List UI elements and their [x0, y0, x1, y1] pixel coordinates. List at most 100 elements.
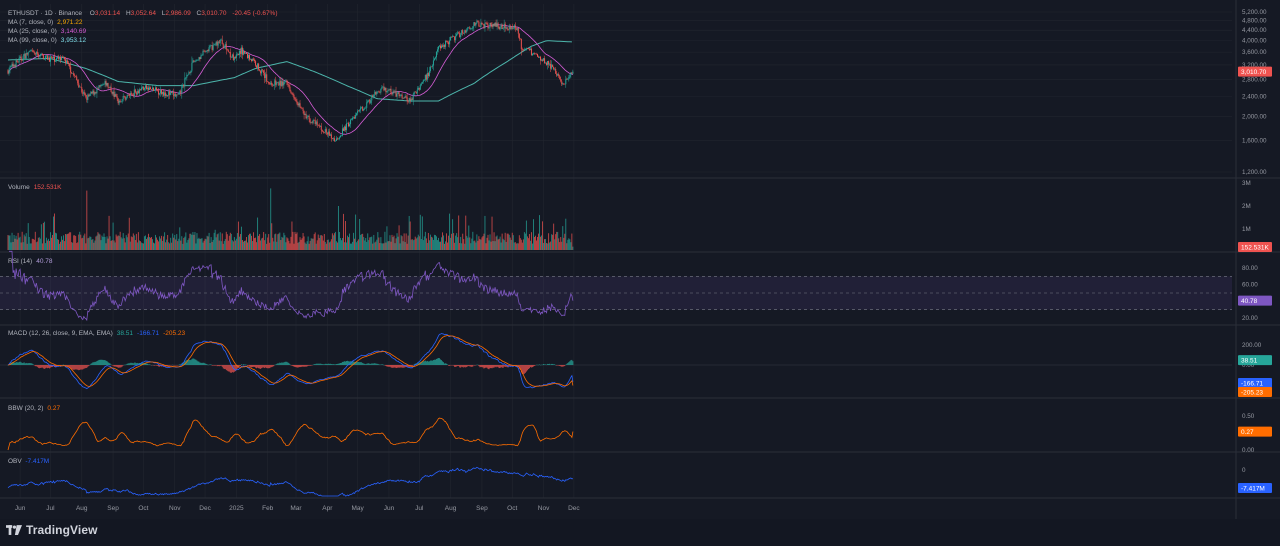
macd-histogram-bar — [229, 365, 231, 373]
volume-bar — [565, 218, 567, 250]
tradingview-logo[interactable]: TradingView — [6, 523, 98, 537]
volume-bar — [13, 235, 15, 250]
volume-bar — [424, 231, 426, 250]
macd-histogram-bar — [228, 365, 230, 372]
macd-pane[interactable] — [0, 333, 1232, 390]
candle-body — [358, 110, 360, 112]
legend-obv[interactable]: OBV -7.417M — [8, 458, 49, 465]
volume-bar — [32, 238, 34, 250]
volume-bar — [193, 234, 195, 250]
volume-bar — [538, 233, 539, 250]
volume-bar — [171, 242, 173, 250]
volume-bar — [223, 241, 225, 250]
candle-body — [118, 100, 120, 104]
volume-bar — [97, 232, 99, 250]
candle-body — [28, 50, 30, 53]
volume-bar — [327, 239, 329, 250]
candle-body — [184, 78, 186, 87]
volume-pane[interactable] — [7, 188, 574, 250]
volume-bar — [325, 243, 327, 250]
volume-bar — [323, 234, 325, 250]
rsi-pane[interactable] — [0, 250, 1232, 322]
macd-histogram-bar — [571, 359, 573, 365]
legend-bbw[interactable]: BBW (20, 2) 0.27 — [8, 405, 60, 412]
candle-body — [152, 87, 154, 90]
volume-bar — [375, 241, 377, 250]
volume-bar — [411, 239, 413, 250]
rsi-line — [9, 250, 574, 322]
macd-histogram-bar — [79, 365, 81, 370]
macd-histogram-bar — [318, 363, 320, 365]
volume-bar — [249, 233, 250, 250]
candle-body — [71, 72, 73, 74]
macd-histogram-bar — [458, 365, 460, 367]
candle-body — [278, 82, 280, 86]
time-axis[interactable]: Jun Jul Aug Sep Oct Nov Dec 2025 Feb Mar Apr May Jun… — [15, 505, 581, 512]
candle-body — [57, 56, 59, 59]
legend-volume[interactable]: Volume 152.531K — [8, 184, 62, 191]
macd-histogram-bar — [319, 363, 321, 365]
volume-bar — [170, 237, 172, 250]
macd-histogram-bar — [87, 365, 89, 367]
volume-bar — [234, 240, 236, 250]
volume-bar — [346, 242, 347, 250]
macd-histogram-bar — [13, 362, 15, 365]
candle-body — [509, 25, 511, 30]
macd-histogram-bar — [242, 364, 244, 365]
candle-body — [202, 50, 204, 56]
volume-bar — [56, 233, 57, 250]
volume-bar — [365, 238, 367, 250]
legend-ma7[interactable]: MA (7, close, 0) 2,971.22 — [8, 19, 83, 26]
legend-ma25[interactable]: MA (25, close, 0) 3,140.69 — [8, 28, 86, 35]
time-tick-label: Dec — [199, 505, 211, 512]
macd-histogram-bar — [381, 364, 383, 365]
volume-bar — [388, 241, 390, 250]
macd-histogram-bar — [268, 365, 270, 369]
macd-histogram-bar — [431, 360, 433, 365]
candle-body — [359, 109, 361, 112]
volume-bar — [287, 238, 289, 250]
volume-bar — [239, 234, 241, 250]
candle-body — [297, 103, 299, 106]
macd-histogram-bar — [91, 363, 93, 365]
macd-histogram-bar — [186, 359, 188, 365]
macd-histogram-bar — [179, 364, 181, 365]
candle-body — [308, 116, 310, 120]
candle-body — [560, 78, 562, 82]
volume-bar — [469, 237, 471, 250]
time-tick-label: Sep — [476, 505, 488, 512]
macd-histogram-bar — [525, 365, 527, 372]
macd-histogram-bar — [310, 365, 312, 366]
candle-body — [465, 30, 467, 33]
legend-rsi[interactable]: RSI (14) 40.78 — [8, 258, 53, 265]
volume-bar — [467, 237, 469, 250]
macd-histogram-bar — [543, 363, 545, 365]
macd-histogram-bar — [457, 365, 459, 367]
volume-bar — [289, 243, 291, 250]
volume-bar — [383, 243, 385, 250]
macd-histogram-bar — [403, 365, 405, 368]
macd-histogram-bar — [493, 365, 495, 368]
candle-body — [478, 21, 480, 27]
volume-bar — [46, 240, 48, 250]
macd-histogram-bar — [355, 361, 357, 365]
candle-body — [352, 117, 354, 120]
legend-ma99[interactable]: MA (99, close, 0) 3,953.12 — [8, 37, 86, 44]
macd-histogram-bar — [406, 365, 408, 368]
macd-histogram-bar — [390, 365, 392, 368]
candle-body — [163, 91, 165, 96]
symbol-legend[interactable]: ETHUSDT · 1D · Binance O3,031.14 H3,052.… — [8, 10, 278, 44]
price-axis[interactable]: 5,200.004,800.004,400.004,000.003,600.00… — [1242, 9, 1267, 474]
candle-body — [284, 80, 286, 83]
price-pane[interactable] — [7, 18, 574, 142]
bbw-pane[interactable] — [7, 417, 574, 451]
volume-bar — [157, 239, 159, 250]
macd-histogram-bar — [427, 361, 429, 365]
obv-pane[interactable] — [7, 466, 573, 497]
volume-bar — [8, 235, 10, 250]
legend-macd[interactable]: MACD (12, 26, close, 9, EMA, EMA) 38.51 -1… — [8, 330, 186, 337]
volume-bar — [369, 237, 371, 250]
volume-bar — [549, 242, 551, 250]
candle-body — [330, 134, 332, 139]
